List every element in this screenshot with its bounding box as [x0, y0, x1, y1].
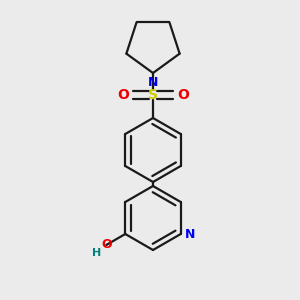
Text: N: N: [185, 227, 195, 241]
Text: O: O: [101, 238, 112, 250]
Text: O: O: [177, 88, 189, 102]
Text: N: N: [148, 76, 158, 89]
Text: H: H: [92, 248, 101, 258]
Text: O: O: [117, 88, 129, 102]
Text: S: S: [148, 88, 158, 102]
